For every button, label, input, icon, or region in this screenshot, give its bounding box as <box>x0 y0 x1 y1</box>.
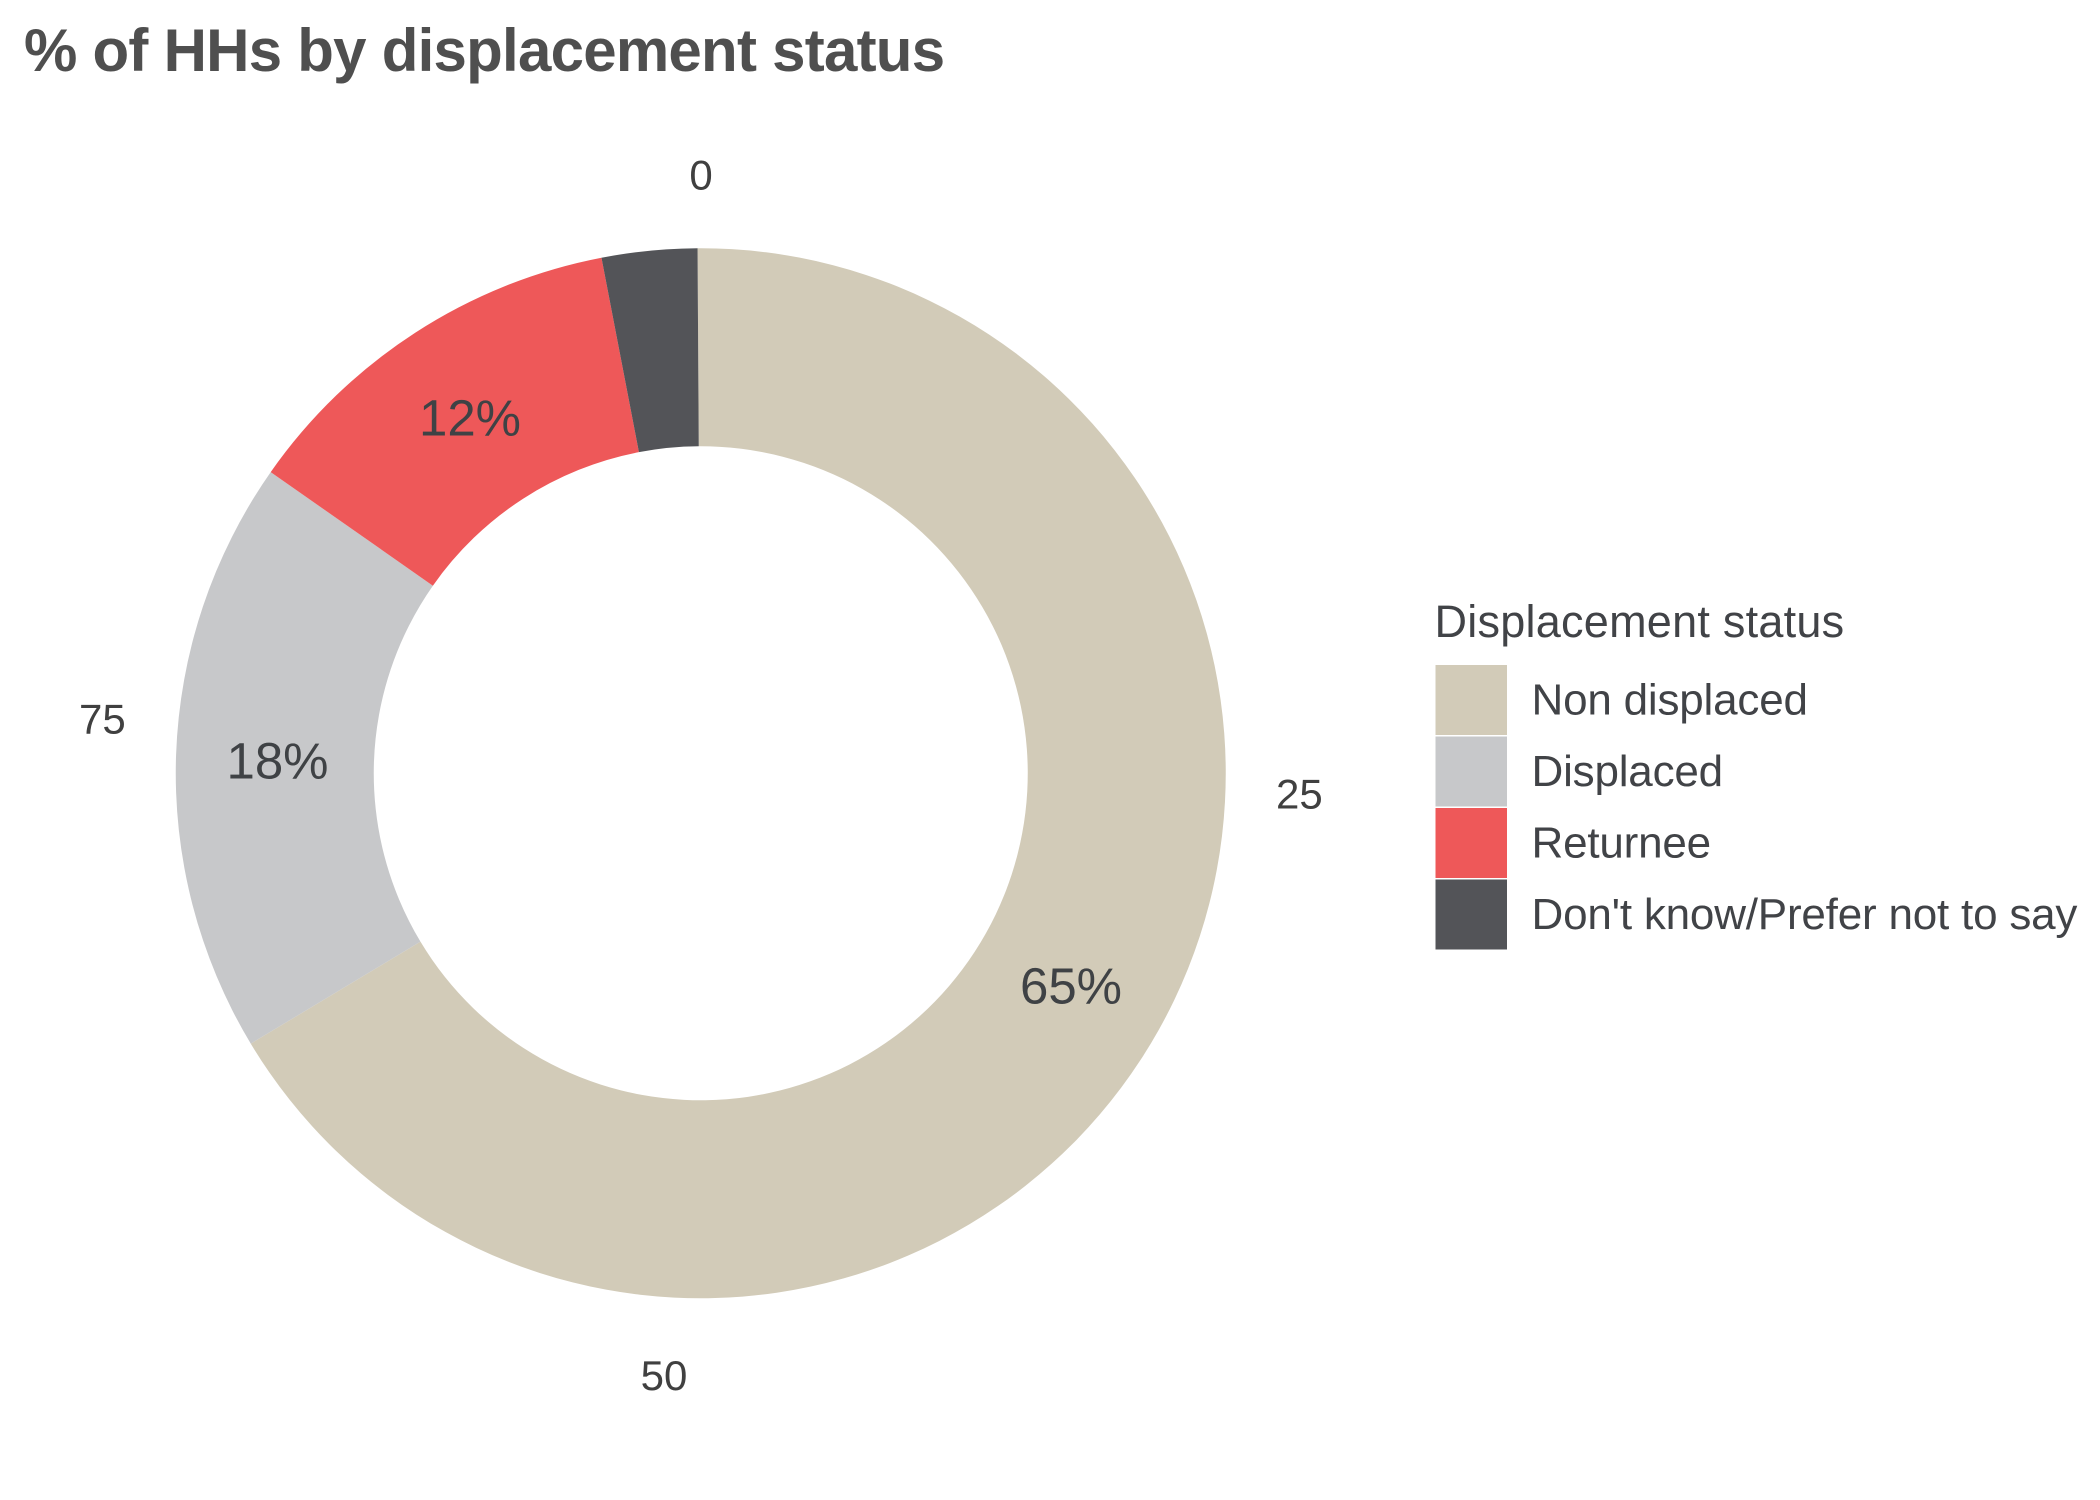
svg-text:12%: 12% <box>419 390 521 447</box>
svg-text:0: 0 <box>689 152 712 199</box>
svg-text:50: 50 <box>641 1352 688 1399</box>
svg-text:Non displaced: Non displaced <box>1532 676 1808 725</box>
svg-text:Don't know/Prefer not to say: Don't know/Prefer not to say <box>1532 890 2078 939</box>
svg-text:Displacement status: Displacement status <box>1435 596 1845 647</box>
svg-text:Returnee: Returnee <box>1532 819 1711 868</box>
svg-text:% of HHs by displacement statu: % of HHs by displacement status <box>24 17 944 84</box>
svg-text:18%: 18% <box>226 733 328 790</box>
svg-text:65%: 65% <box>1020 958 1122 1015</box>
svg-text:25: 25 <box>1276 771 1323 818</box>
svg-text:Displaced: Displaced <box>1532 747 1723 796</box>
svg-text:75: 75 <box>79 696 126 743</box>
